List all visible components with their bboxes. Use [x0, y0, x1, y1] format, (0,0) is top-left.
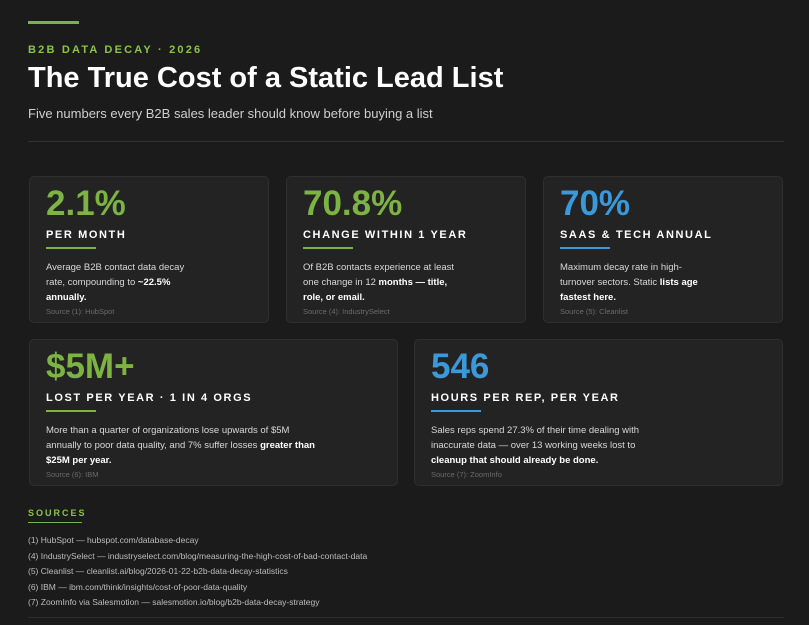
page-title: The True Cost of a Static Lead List — [28, 62, 504, 94]
stat-description-text: Of B2B contacts experience at least one … — [303, 262, 455, 288]
stat-underline — [46, 410, 96, 412]
stat-underline — [431, 410, 481, 412]
stat-description-text: More than a quarter of organizations los… — [46, 425, 290, 451]
sources-underline — [28, 522, 82, 523]
accent-bar — [28, 21, 79, 24]
stat-card-yearly-change: 70.8% CHANGE WITHIN 1 YEAR Of B2B contac… — [286, 176, 526, 323]
stat-card-monthly-decay: 2.1% PER MONTH Average B2B contact data … — [29, 176, 269, 323]
page-subtitle: Five numbers every B2B sales leader shou… — [28, 106, 433, 121]
stat-source: Source (5): Cleanlist — [560, 307, 628, 316]
stat-description-bold: months — title, role, or email. — [303, 277, 448, 303]
stat-description-bold: ~22.5% annually. — [46, 277, 171, 303]
stat-source: Source (7): ZoomInfo — [431, 470, 502, 479]
stat-source: Source (4): IndustrySelect — [303, 307, 390, 316]
stat-value: 70% — [560, 184, 631, 223]
stat-label: SAAS & TECH ANNUAL — [560, 229, 713, 241]
stat-description-text: Maximum decay rate in high-turnover sect… — [560, 262, 682, 288]
stat-label: LOST PER YEAR · 1 IN 4 ORGS — [46, 392, 253, 404]
stat-value: 2.1% — [46, 184, 126, 223]
stat-description: Sales reps spend 27.3% of their time dea… — [431, 423, 671, 468]
eyebrow-label: B2B DATA DECAY · 2026 — [28, 44, 203, 56]
stat-description-bold: lists age fastest here. — [560, 277, 698, 303]
sources-list: (1) HubSpot — hubspot.com/database-decay… — [28, 533, 367, 611]
stat-description-text: Sales reps spend 27.3% of their time dea… — [431, 425, 640, 451]
source-item: (4) IndustrySelect — industryselect.com/… — [28, 550, 368, 561]
stat-description: Maximum decay rate in high-turnover sect… — [560, 260, 710, 305]
source-item: (6) IBM — ibm.com/think/insights/cost-of… — [28, 581, 248, 592]
source-item: (7) ZoomInfo via Salesmotion — salesmoti… — [28, 597, 320, 607]
stat-description-text: Average B2B contact data decay rate, com… — [46, 262, 185, 288]
stat-underline — [560, 247, 610, 249]
stat-source: Source (6): IBM — [46, 470, 99, 479]
stat-underline — [303, 247, 353, 249]
sources-heading: SOURCES — [28, 508, 87, 518]
stat-source: Source (1): HubSpot — [46, 307, 115, 316]
stat-value: $5M+ — [46, 347, 135, 386]
stat-description: Average B2B contact data decay rate, com… — [46, 260, 196, 305]
stat-label: PER MONTH — [46, 229, 127, 241]
stat-description-bold: greater than $25M per year. — [46, 440, 315, 466]
stat-card-annual-loss: $5M+ LOST PER YEAR · 1 IN 4 ORGS More th… — [29, 339, 398, 486]
footer-divider — [28, 617, 784, 618]
source-item: (5) Cleanlist — cleanlist.ai/blog/2026-0… — [28, 566, 288, 576]
stat-underline — [46, 247, 96, 249]
stat-label: CHANGE WITHIN 1 YEAR — [303, 229, 468, 241]
stat-label: HOURS PER REP, PER YEAR — [431, 392, 620, 404]
stat-value: 546 — [431, 347, 490, 386]
stat-card-rep-hours: 546 HOURS PER REP, PER YEAR Sales reps s… — [414, 339, 783, 486]
stat-value: 70.8% — [303, 184, 403, 223]
stat-description: Of B2B contacts experience at least one … — [303, 260, 463, 305]
stat-description-bold: cleanup that should already be done. — [431, 455, 599, 466]
stat-description: More than a quarter of organizations los… — [46, 423, 321, 468]
header-divider — [28, 141, 784, 142]
source-item: (1) HubSpot — hubspot.com/database-decay — [28, 535, 199, 545]
stat-card-saas-decay: 70% SAAS & TECH ANNUAL Maximum decay rat… — [543, 176, 783, 323]
